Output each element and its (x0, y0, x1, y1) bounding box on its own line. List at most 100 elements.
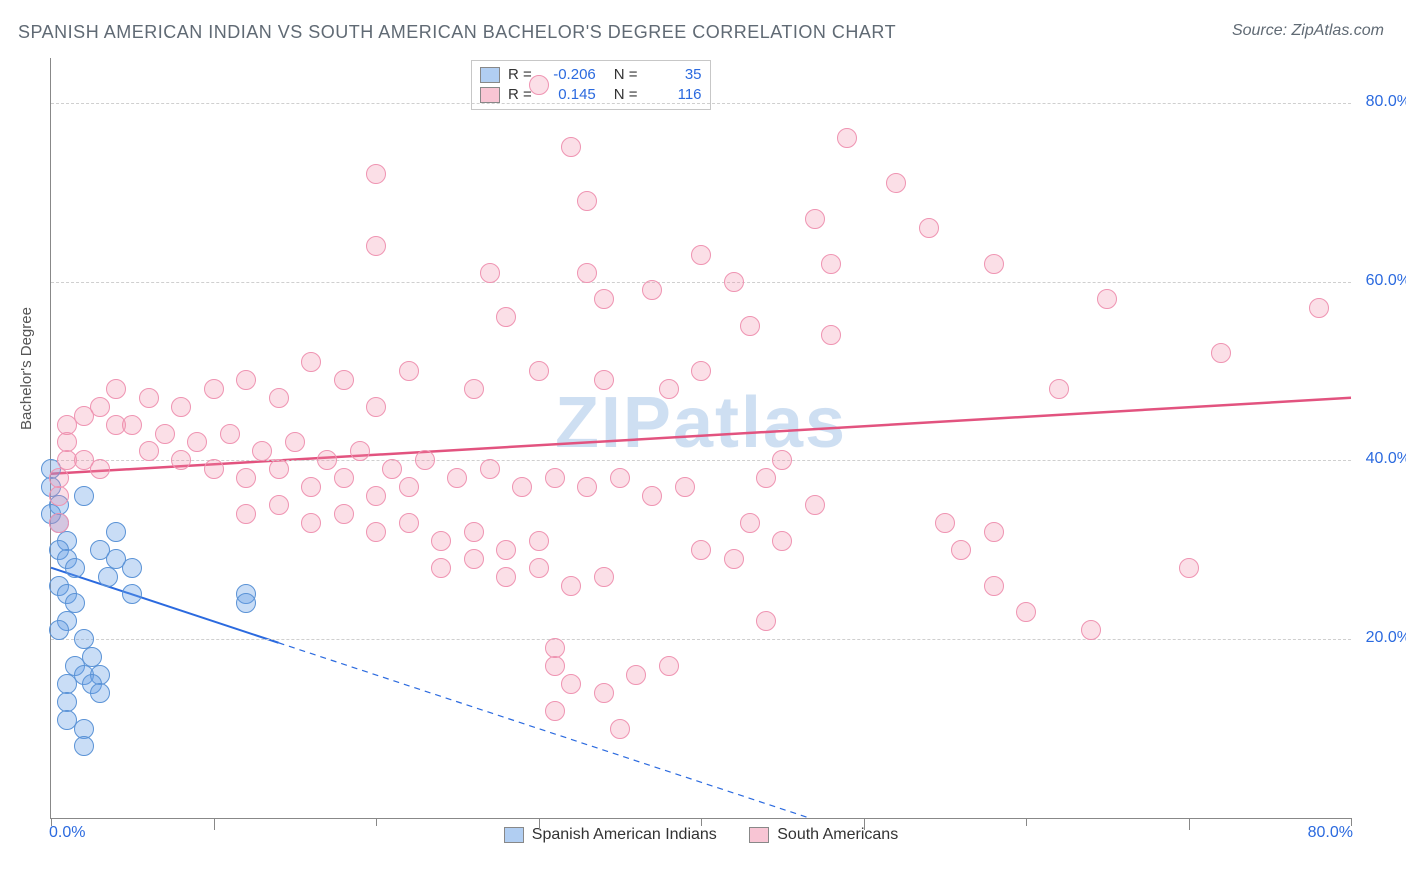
data-point-pink (659, 379, 679, 399)
x-tick (864, 818, 865, 830)
data-point-pink (529, 531, 549, 551)
data-point-pink (399, 513, 419, 533)
data-point-pink (480, 459, 500, 479)
data-point-blue (90, 683, 110, 703)
watermark: ZIPatlas (555, 382, 847, 464)
swatch-pink-icon (749, 827, 769, 843)
data-point-pink (577, 191, 597, 211)
swatch-pink-icon (480, 87, 500, 103)
data-point-pink (269, 495, 289, 515)
data-point-pink (447, 468, 467, 488)
data-point-pink (691, 245, 711, 265)
data-point-pink (642, 486, 662, 506)
data-point-pink (415, 450, 435, 470)
scatter-plot: ZIPatlas R = -0.206 N = 35 R = 0.145 N =… (50, 58, 1351, 819)
data-point-pink (756, 611, 776, 631)
data-point-pink (529, 75, 549, 95)
data-point-pink (561, 674, 581, 694)
data-point-pink (350, 441, 370, 461)
data-point-pink (594, 289, 614, 309)
data-point-pink (431, 558, 451, 578)
data-point-pink (139, 388, 159, 408)
legend-label-blue: Spanish American Indians (532, 826, 717, 844)
stats-row-blue: R = -0.206 N = 35 (480, 65, 702, 85)
data-point-pink (837, 128, 857, 148)
data-point-pink (577, 477, 597, 497)
data-point-pink (496, 540, 516, 560)
data-point-pink (772, 531, 792, 551)
chart-title: SPANISH AMERICAN INDIAN VS SOUTH AMERICA… (18, 22, 896, 43)
data-point-pink (545, 656, 565, 676)
data-point-pink (301, 477, 321, 497)
data-point-pink (610, 468, 630, 488)
x-tick (1351, 818, 1352, 826)
data-point-pink (301, 513, 321, 533)
data-point-pink (236, 370, 256, 390)
data-point-pink (399, 361, 419, 381)
data-point-pink (1211, 343, 1231, 363)
data-point-pink (464, 379, 484, 399)
data-point-pink (334, 370, 354, 390)
data-point-blue (49, 620, 69, 640)
y-tick-label: 40.0% (1357, 450, 1406, 468)
data-point-pink (366, 236, 386, 256)
data-point-pink (740, 316, 760, 336)
data-point-pink (57, 450, 77, 470)
data-point-pink (464, 549, 484, 569)
data-point-blue (90, 540, 110, 560)
data-point-pink (187, 432, 207, 452)
y-tick-label: 60.0% (1357, 272, 1406, 290)
x-tick (1026, 818, 1027, 826)
legend-item-pink: South Americans (749, 826, 898, 844)
data-point-pink (610, 719, 630, 739)
data-point-blue (74, 736, 94, 756)
data-point-pink (626, 665, 646, 685)
gridline (51, 282, 1351, 283)
data-point-blue (236, 593, 256, 613)
data-point-pink (496, 567, 516, 587)
data-point-pink (1097, 289, 1117, 309)
data-point-pink (155, 424, 175, 444)
data-point-pink (366, 486, 386, 506)
data-point-pink (805, 209, 825, 229)
data-point-pink (334, 468, 354, 488)
x-tick (701, 818, 702, 826)
page: SPANISH AMERICAN INDIAN VS SOUTH AMERICA… (0, 0, 1406, 892)
gridline (51, 460, 1351, 461)
data-point-pink (984, 576, 1004, 596)
x-tick (1189, 818, 1190, 830)
data-point-pink (90, 459, 110, 479)
data-point-blue (122, 584, 142, 604)
swatch-blue-icon (504, 827, 524, 843)
data-point-pink (691, 540, 711, 560)
data-point-pink (399, 477, 419, 497)
data-point-pink (171, 397, 191, 417)
data-point-pink (545, 701, 565, 721)
data-point-pink (334, 504, 354, 524)
data-point-pink (496, 307, 516, 327)
data-point-blue (106, 522, 126, 542)
data-point-blue (98, 567, 118, 587)
data-point-pink (659, 656, 679, 676)
data-point-pink (512, 477, 532, 497)
legend-item-blue: Spanish American Indians (504, 826, 717, 844)
data-point-pink (886, 173, 906, 193)
data-point-pink (285, 432, 305, 452)
data-point-pink (431, 531, 451, 551)
bottom-legend: Spanish American Indians South Americans (51, 826, 1351, 848)
x-tick (214, 818, 215, 830)
data-point-pink (594, 370, 614, 390)
data-point-pink (49, 513, 69, 533)
data-point-pink (317, 450, 337, 470)
data-point-pink (480, 263, 500, 283)
data-point-pink (756, 468, 776, 488)
data-point-pink (1309, 298, 1329, 318)
data-point-pink (529, 361, 549, 381)
data-point-blue (65, 558, 85, 578)
data-point-pink (529, 558, 549, 578)
stat-n-blue: 35 (646, 65, 702, 85)
data-point-pink (49, 486, 69, 506)
data-point-pink (805, 495, 825, 515)
y-tick-label: 20.0% (1357, 629, 1406, 647)
data-point-pink (204, 379, 224, 399)
